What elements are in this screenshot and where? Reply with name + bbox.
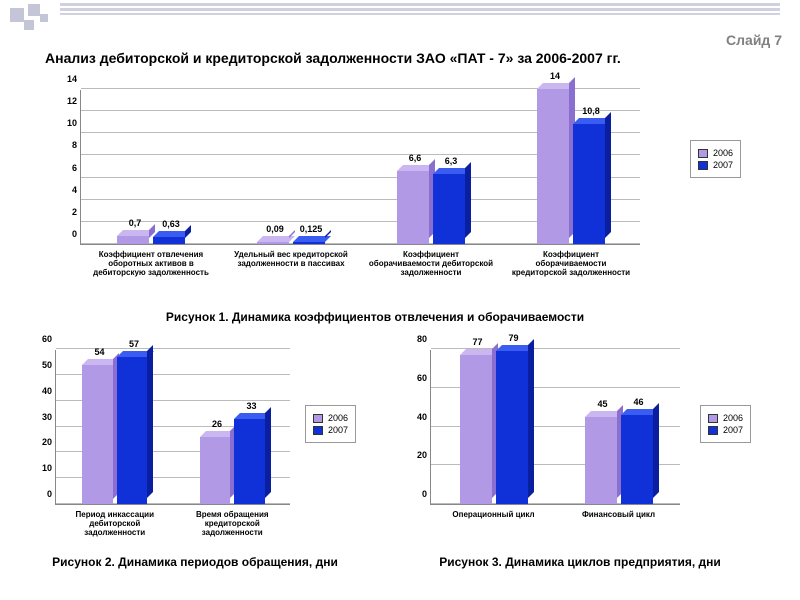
- x-label: Время обращения кредиторской задолженнос…: [177, 510, 287, 537]
- y-tick: 10: [67, 118, 77, 128]
- bar-value-label: 79: [488, 333, 540, 343]
- bar-value-label: 0,63: [145, 219, 197, 229]
- slide-number: Слайд 7: [726, 32, 782, 48]
- y-tick: 2: [72, 207, 77, 217]
- legend-swatch-2007: [698, 161, 708, 170]
- y-tick: 30: [42, 412, 52, 422]
- x-label: Коэффициент оборачиваемости дебиторской …: [367, 250, 495, 277]
- y-tick: 10: [42, 463, 52, 473]
- y-tick: 0: [72, 229, 77, 239]
- chart-2-plot: 01020304050605457Период инкассации дебит…: [55, 350, 290, 505]
- y-tick: 8: [72, 140, 77, 150]
- bar-value-label: 46: [613, 397, 665, 407]
- bar-value-label: 10,8: [565, 106, 617, 116]
- legend-swatch-2006: [708, 414, 718, 423]
- y-tick: 60: [417, 373, 427, 383]
- chart-1-caption: Рисунок 1. Динамика коэффициентов отвлеч…: [115, 310, 635, 324]
- legend-swatch-2006: [313, 414, 323, 423]
- header-decoration: [0, 0, 800, 30]
- bar: 26: [200, 437, 231, 504]
- chart-2-caption: Рисунок 2. Динамика периодов обращения, …: [25, 555, 365, 569]
- y-tick: 40: [42, 386, 52, 396]
- bar: 46: [621, 415, 653, 504]
- bar-value-label: 14: [529, 71, 581, 81]
- legend-label-2007: 2007: [723, 425, 743, 435]
- chart-1-plot: 024681012140,70,63Коэффициент отвлечения…: [80, 90, 640, 245]
- legend-label-2006: 2006: [713, 148, 733, 158]
- bar-value-label: 33: [226, 401, 277, 411]
- bar: 45: [585, 417, 617, 504]
- bar: 79: [496, 351, 528, 504]
- legend-swatch-2006: [698, 149, 708, 158]
- bar: 0,7: [117, 236, 149, 244]
- chart-3-legend: 2006 2007: [700, 405, 751, 443]
- y-tick: 14: [67, 74, 77, 84]
- x-label: Удельный вес кредиторской задолженности …: [227, 250, 355, 268]
- legend-label-2007: 2007: [713, 160, 733, 170]
- bar: 54: [82, 365, 113, 505]
- bar: 6,6: [397, 171, 429, 244]
- y-tick: 0: [422, 489, 427, 499]
- x-label: Финансовый цикл: [560, 510, 678, 519]
- y-tick: 40: [417, 412, 427, 422]
- chart-2-legend: 2006 2007: [305, 405, 356, 443]
- chart-3: 0204060807779Операционный цикл4546Финанс…: [430, 350, 680, 505]
- chart-3-plot: 0204060807779Операционный цикл4546Финанс…: [430, 350, 680, 505]
- bar: 6,3: [433, 174, 465, 244]
- x-label: Период инкассации дебиторской задолженно…: [60, 510, 170, 537]
- y-tick: 20: [417, 450, 427, 460]
- chart-1: 024681012140,70,63Коэффициент отвлечения…: [80, 90, 640, 245]
- y-tick: 6: [72, 163, 77, 173]
- y-tick: 4: [72, 185, 77, 195]
- bar: 0,125: [293, 242, 325, 244]
- bar: 33: [234, 419, 265, 504]
- y-tick: 80: [417, 334, 427, 344]
- page-title: Анализ дебиторской и кредиторской задолж…: [45, 50, 621, 66]
- bar-value-label: 0,125: [285, 224, 337, 234]
- x-label: Коэффициент оборачиваемости кредиторской…: [507, 250, 635, 277]
- legend-label-2006: 2006: [723, 413, 743, 423]
- chart-1-legend: 2006 2007: [690, 140, 741, 178]
- x-label: Операционный цикл: [435, 510, 553, 519]
- bar-value-label: 57: [109, 339, 160, 349]
- x-label: Коэффициент отвлечения оборотных активов…: [87, 250, 215, 277]
- y-tick: 60: [42, 334, 52, 344]
- chart-2: 01020304050605457Период инкассации дебит…: [55, 350, 290, 505]
- bar: 77: [460, 355, 492, 504]
- legend-label-2007: 2007: [328, 425, 348, 435]
- y-tick: 50: [42, 360, 52, 370]
- bar-value-label: 6,3: [425, 156, 477, 166]
- chart-3-caption: Рисунок 3. Динамика циклов предприятия, …: [400, 555, 760, 569]
- legend-label-2006: 2006: [328, 413, 348, 423]
- bar: 10,8: [573, 124, 605, 244]
- bar: 0,63: [153, 237, 185, 244]
- y-tick: 12: [67, 96, 77, 106]
- legend-swatch-2007: [313, 426, 323, 435]
- bar: 57: [117, 357, 148, 504]
- y-tick: 0: [47, 489, 52, 499]
- legend-swatch-2007: [708, 426, 718, 435]
- y-tick: 20: [42, 437, 52, 447]
- bar: 0,09: [257, 242, 289, 244]
